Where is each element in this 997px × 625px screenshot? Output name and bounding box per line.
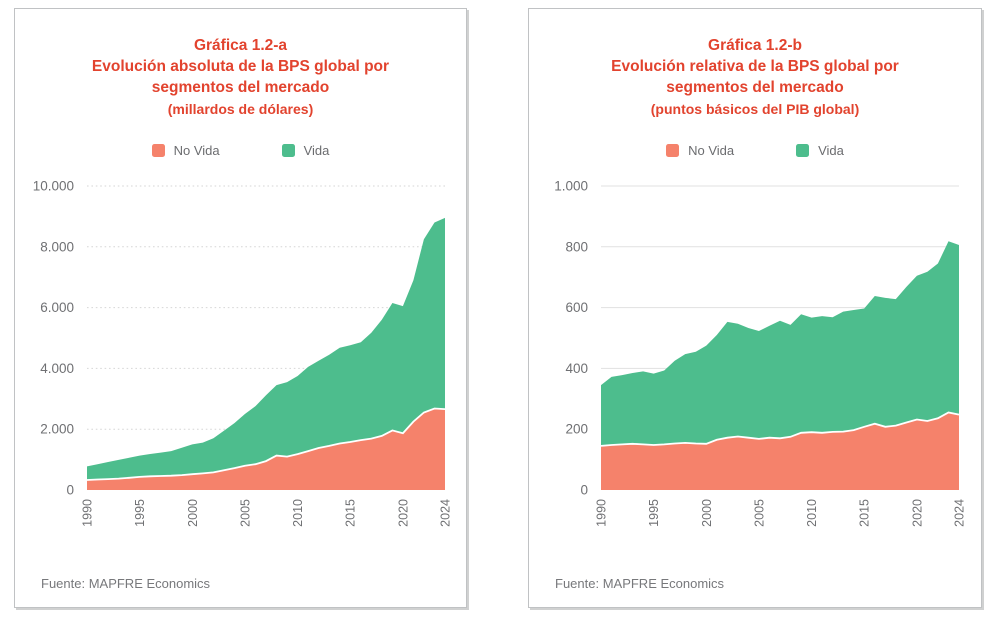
source-text: Fuente: MAPFRE Economics	[41, 576, 211, 591]
y-tick-label: 2.000	[40, 422, 74, 437]
chart-heading: Gráfica 1.2-b	[708, 37, 802, 54]
y-tick-label: 800	[565, 239, 588, 254]
series-areas	[86, 217, 445, 490]
legend-label-vida: Vida	[818, 143, 844, 158]
legend-label-no-vida: No Vida	[173, 143, 220, 158]
series-areas	[601, 241, 959, 490]
chart-subtitle: (puntos básicos del PIB global)	[650, 101, 860, 117]
y-tick-label: 600	[565, 300, 588, 315]
x-tick-label: 2010	[805, 499, 819, 527]
legend-item-vida: Vida	[796, 143, 844, 158]
legend-swatch-vida	[281, 144, 295, 157]
legend-swatch-no-vida	[666, 144, 680, 157]
chart-title: Evolución relativa de la BPS global por …	[611, 58, 899, 96]
x-axis-labels: 1990 1995 2000 2005 2010 2015 2020 2024	[595, 499, 967, 527]
x-tick-label: 2024	[438, 499, 452, 527]
x-tick-label: 1995	[647, 499, 661, 527]
chart-header: Gráfica 1.2-b Evolución relativa de la B…	[529, 35, 981, 119]
legend: No Vida Vida	[529, 143, 981, 158]
y-tick-label: 0	[66, 483, 74, 498]
y-tick-label: 6.000	[40, 300, 74, 315]
chart-heading: Gráfica 1.2-a	[193, 37, 288, 54]
y-tick-label: 0	[580, 483, 588, 498]
area-vida	[86, 217, 445, 480]
area-vida	[601, 241, 959, 446]
legend-item-no-vida: No Vida	[666, 143, 734, 158]
y-tick-label: 4.000	[40, 361, 74, 376]
legend-swatch-vida	[796, 144, 810, 157]
x-tick-label: 2015	[858, 499, 872, 527]
chart-title: Evolución absoluta de la BPS global por …	[91, 58, 390, 96]
source-text: Fuente: MAPFRE Economics	[555, 576, 725, 591]
x-tick-label: 2010	[291, 499, 305, 527]
y-axis-labels: 0 2.000 4.000 6.000 8.000 10.000	[32, 179, 73, 498]
x-tick-label: 2020	[910, 499, 924, 527]
area-no-vida	[601, 412, 959, 490]
x-tick-label: 2005	[752, 499, 766, 527]
chart-header: Gráfica 1.2-a Evolución absoluta de la B…	[15, 35, 466, 119]
chart-panel-relative: Gráfica 1.2-b Evolución relativa de la B…	[528, 8, 982, 608]
x-axis-labels: 1990 1995 2000 2005 2010 2015 2020 2024	[80, 499, 452, 527]
legend-label-no-vida: No Vida	[688, 143, 735, 158]
stacked-area-chart: 0 200 400 600 800 1.000 1990 1995 2000 2005 2010 20…	[554, 179, 967, 527]
legend-item-no-vida: No Vida	[151, 143, 220, 158]
x-tick-label: 2020	[396, 499, 410, 527]
series-separator	[86, 407, 445, 481]
legend-swatch-no-vida	[151, 144, 165, 157]
y-tick-label: 200	[565, 422, 588, 437]
x-tick-label: 2015	[343, 499, 357, 527]
y-tick-label: 8.000	[40, 239, 74, 254]
y-tick-label: 1.000	[554, 179, 588, 194]
x-tick-label: 2024	[953, 499, 967, 527]
y-axis-labels: 0 200 400 600 800 1.000	[554, 179, 588, 498]
x-tick-label: 1990	[595, 499, 609, 527]
chart-panel-absolute: Gráfica 1.2-a Evolución absoluta de la B…	[14, 8, 467, 608]
legend: No Vida Vida	[15, 143, 466, 158]
x-tick-label: 2000	[185, 499, 199, 527]
legend-label-vida: Vida	[303, 143, 330, 158]
series-separator	[600, 411, 960, 447]
x-tick-label: 1990	[80, 499, 94, 527]
x-tick-label: 2000	[700, 499, 714, 527]
stacked-area-chart: 0 2.000 4.000 6.000 8.000 10.000 1990 1995 2000 2…	[32, 179, 452, 527]
y-tick-label: 400	[565, 361, 588, 376]
legend-item-vida: Vida	[281, 143, 330, 158]
x-tick-label: 1995	[133, 499, 147, 527]
x-tick-label: 2005	[238, 499, 252, 527]
y-tick-label: 10.000	[32, 179, 73, 194]
chart-subtitle: (millardos de dólares)	[167, 101, 314, 117]
area-no-vida	[86, 408, 445, 490]
